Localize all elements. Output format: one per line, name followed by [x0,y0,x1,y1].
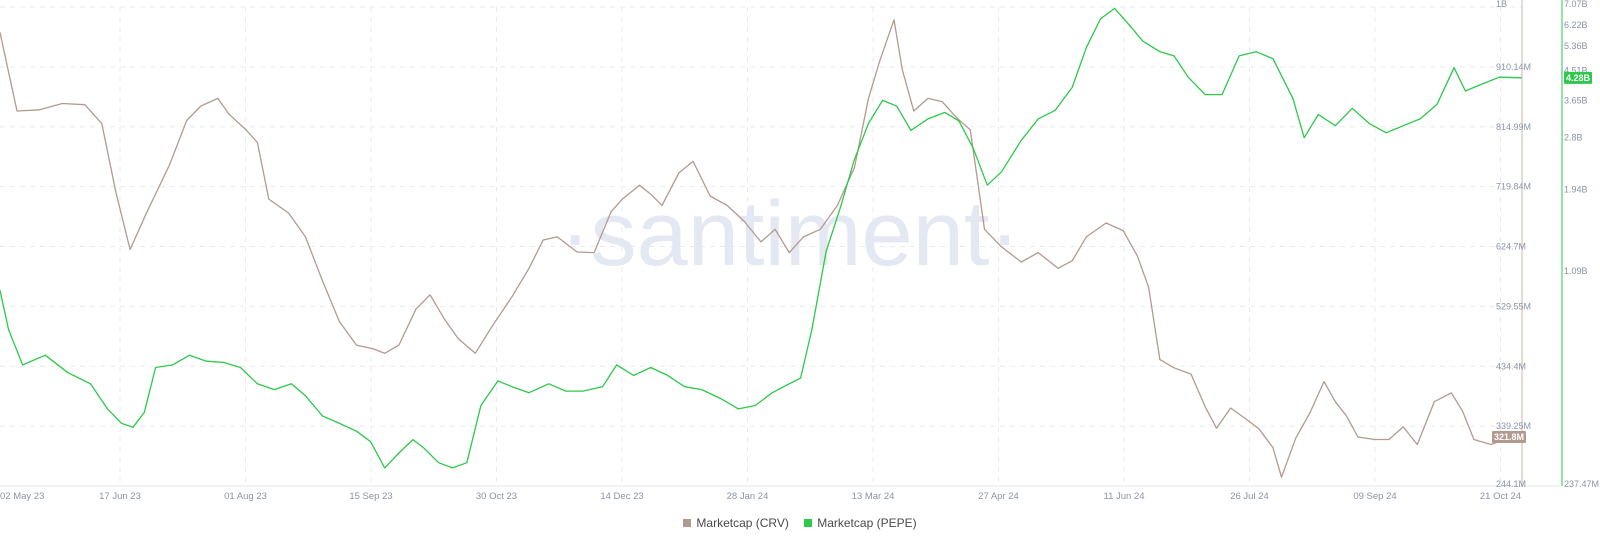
x-tick-label: 11 Jun 24 [1103,491,1144,502]
x-tick-label: 02 May 23 [0,491,44,502]
y-tick-label-pepe: 6.22B [1564,20,1588,30]
y-tick-label-crv: 529.55M [1496,301,1531,311]
x-tick-label: 26 Jul 24 [1230,491,1269,502]
legend: Marketcap (CRV) Marketcap (PEPE) [0,516,1600,530]
y-tick-label-pepe: 3.65B [1564,95,1588,105]
y-tick-label-crv: 434.4M [1496,361,1526,371]
series-line-pepe [0,7,1523,469]
legend-item-crv[interactable]: Marketcap (CRV) [683,516,789,530]
last-value-label-crv: 321.8M [1494,432,1524,442]
x-tick-label: 14 Dec 23 [600,491,643,502]
x-tick-label: 28 Jan 24 [727,491,769,502]
last-value-badge-pepe [1564,71,1592,84]
series-line-crv [0,19,1523,478]
y-tick-label-crv: 624.7M [1496,242,1526,252]
y-tick-label-pepe: 1.09B [1564,266,1588,276]
y-tick-label-pepe: 1.94B [1564,185,1588,195]
last-value-badge-crv [1492,430,1526,443]
y-tick-label-pepe: 7.07B [1564,0,1588,9]
axes: 02 May 23 17 Jun 23 01 Aug 23 15 Sep 23 30 O… [0,0,1599,502]
plot-area[interactable] [0,7,1523,478]
y-tick-label-crv: 814.99M [1496,122,1531,132]
y-tick-label-crv: 1B [1496,0,1507,9]
x-tick-label: 15 Sep 23 [349,491,392,502]
legend-swatch-crv [683,519,692,527]
y-tick-label-crv: 910.14M [1496,62,1531,72]
y-tick-label-pepe: 5.36B [1564,41,1588,51]
x-tick-label: 01 Aug 23 [224,491,267,502]
x-tick-label: 30 Oct 23 [476,491,517,502]
y-tick-label-pepe: 4.51B [1564,65,1588,75]
x-tick-label: 21 Oct 24 [1480,491,1521,502]
watermark: ·santiment· [560,183,1020,285]
y-tick-label-crv: 719.84M [1496,182,1531,192]
last-value-label-pepe: 4.28B [1566,73,1591,83]
x-tick-label: 13 Mar 24 [852,491,895,502]
y-tick-label-crv: 339.25M [1496,421,1531,431]
x-tick-label: 09 Sep 24 [1353,491,1396,502]
legend-swatch-pepe [804,519,813,527]
y-tick-label-pepe: 237.47M [1564,479,1599,489]
y-tick-label-pepe: 2.8B [1564,133,1583,143]
y-tick-label-crv: 244.1M [1496,479,1526,489]
legend-label-pepe: Marketcap (PEPE) [817,516,917,530]
x-tick-label: 27 Apr 24 [978,491,1019,502]
legend-item-pepe[interactable]: Marketcap (PEPE) [804,516,917,530]
x-tick-label: 17 Jun 23 [99,491,141,502]
legend-label-crv: Marketcap (CRV) [696,516,789,530]
